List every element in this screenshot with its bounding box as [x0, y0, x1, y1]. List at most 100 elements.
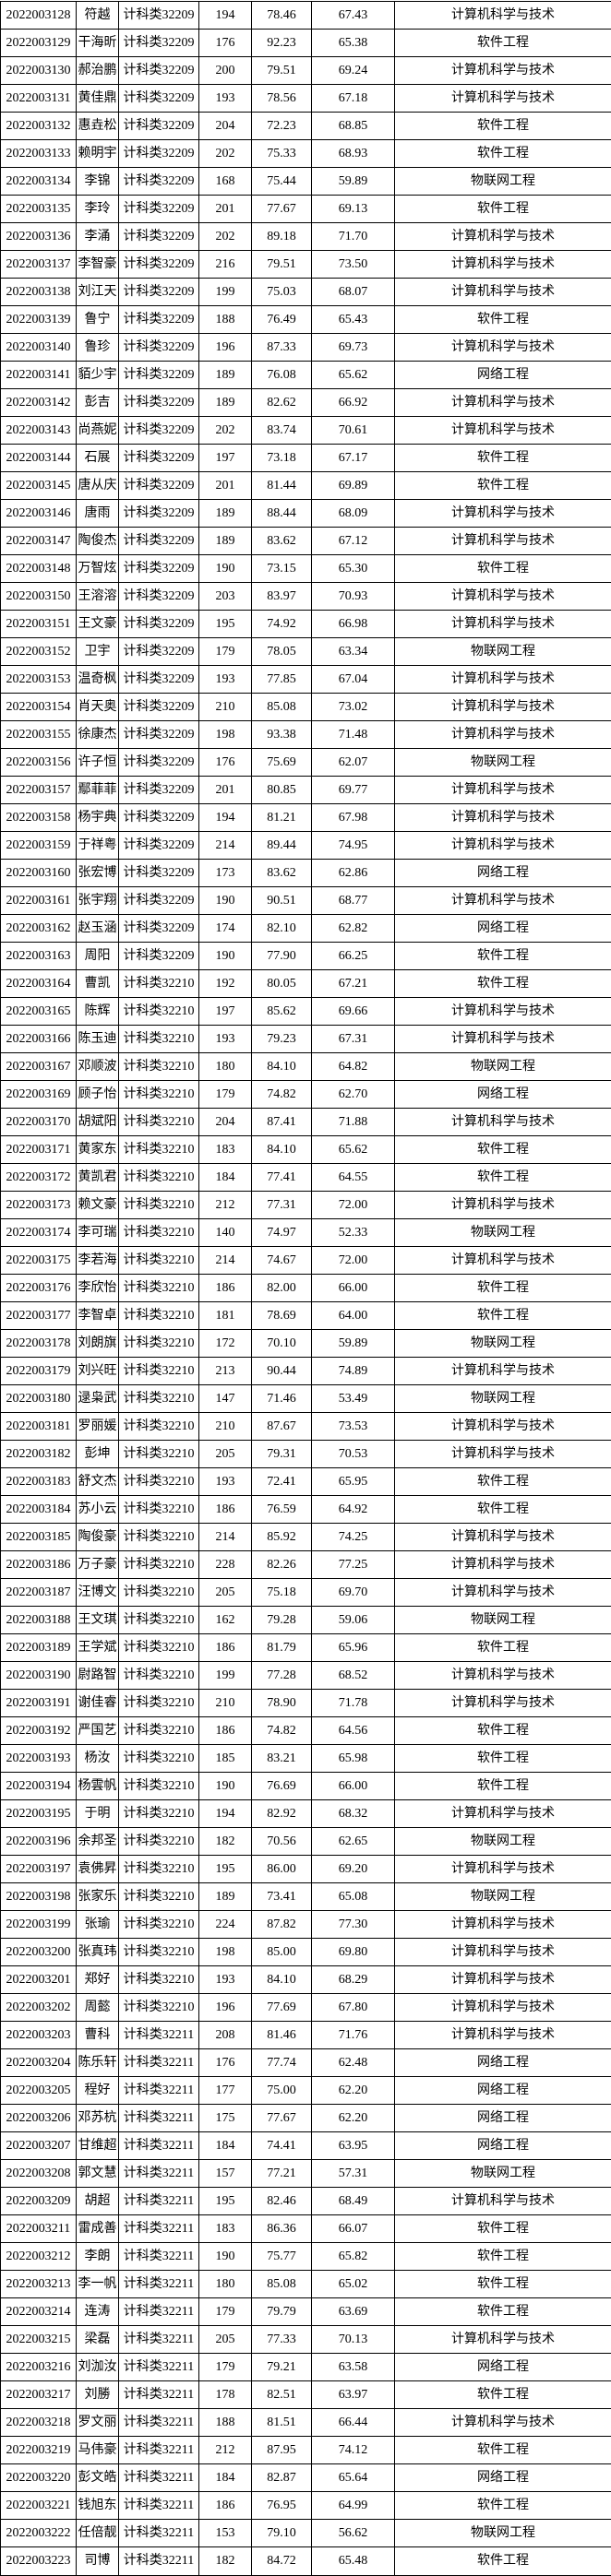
cell-admission-score: 72.00 — [312, 1247, 395, 1275]
cell-student-id: 2022003142 — [1, 389, 77, 417]
cell-student-name: 曹凯 — [77, 970, 119, 998]
cell-admission-score: 68.29 — [312, 1966, 395, 1994]
cell-admission-score: 72.00 — [312, 1192, 395, 1219]
cell-class: 计科类32211 — [119, 2049, 199, 2077]
cell-admission-score: 69.80 — [312, 1939, 395, 1966]
cell-student-name: 刘江天 — [77, 279, 119, 306]
cell-grade-score: 82.46 — [252, 2188, 312, 2215]
cell-class: 计科类32210 — [119, 1579, 199, 1607]
cell-admitted-major: 计算机科学与技术 — [395, 583, 611, 611]
cell-student-name: 李可瑞 — [77, 1219, 119, 1247]
cell-admitted-major: 软件工程 — [395, 1136, 611, 1164]
cell-total-score: 194 — [199, 2, 252, 30]
cell-total-score: 190 — [199, 1773, 252, 1800]
cell-grade-score: 74.97 — [252, 1219, 312, 1247]
cell-total-score: 176 — [199, 2049, 252, 2077]
cell-class: 计科类32210 — [119, 1468, 199, 1496]
cell-total-score: 189 — [199, 362, 252, 389]
cell-grade-score: 79.51 — [252, 57, 312, 85]
cell-admitted-major: 计算机科学与技术 — [395, 1800, 611, 1828]
cell-class: 计科类32210 — [119, 1026, 199, 1053]
cell-student-id: 2022003173 — [1, 1192, 77, 1219]
cell-admitted-major: 计算机科学与技术 — [395, 389, 611, 417]
cell-total-score: 198 — [199, 1939, 252, 1966]
cell-grade-score: 79.28 — [252, 1607, 312, 1634]
cell-student-id: 2022003209 — [1, 2188, 77, 2215]
cell-admitted-major: 计算机科学与技术 — [395, 2188, 611, 2215]
cell-grade-score: 82.10 — [252, 915, 312, 943]
cell-student-name: 陈乐轩 — [77, 2049, 119, 2077]
cell-admitted-major: 软件工程 — [395, 306, 611, 334]
cell-admission-score: 66.98 — [312, 611, 395, 638]
cell-grade-score: 84.72 — [252, 2547, 312, 2576]
cell-class: 计科类32209 — [119, 528, 199, 555]
cell-total-score: 190 — [199, 943, 252, 970]
cell-admission-score: 52.33 — [312, 1219, 395, 1247]
cell-total-score: 214 — [199, 1247, 252, 1275]
cell-student-id: 2022003134 — [1, 168, 77, 196]
cell-student-id: 2022003129 — [1, 30, 77, 57]
cell-admission-score: 64.56 — [312, 1717, 395, 1745]
cell-admitted-major: 软件工程 — [395, 196, 611, 223]
cell-admitted-major: 计算机科学与技术 — [395, 1247, 611, 1275]
cell-admission-score: 70.13 — [312, 2326, 395, 2354]
cell-class: 计科类32210 — [119, 1136, 199, 1164]
cell-grade-score: 74.82 — [252, 1717, 312, 1745]
cell-student-id: 2022003152 — [1, 638, 77, 666]
cell-admitted-major: 计算机科学与技术 — [395, 251, 611, 279]
cell-class: 计科类32211 — [119, 2022, 199, 2049]
cell-admission-score: 74.89 — [312, 1358, 395, 1385]
cell-student-name: 李玲 — [77, 196, 119, 223]
cell-student-name: 胡斌阳 — [77, 1109, 119, 1136]
cell-class: 计科类32210 — [119, 1662, 199, 1690]
cell-grade-score: 79.21 — [252, 2354, 312, 2381]
cell-admission-score: 74.25 — [312, 1524, 395, 1551]
cell-grade-score: 81.51 — [252, 2409, 312, 2437]
cell-class: 计科类32211 — [119, 2271, 199, 2298]
cell-total-score: 172 — [199, 1330, 252, 1358]
cell-student-name: 罗文丽 — [77, 2409, 119, 2437]
cell-grade-score: 85.00 — [252, 1939, 312, 1966]
cell-total-score: 153 — [199, 2520, 252, 2547]
cell-student-id: 2022003148 — [1, 555, 77, 583]
cell-total-score: 198 — [199, 721, 252, 749]
cell-grade-score: 81.79 — [252, 1634, 312, 1662]
cell-student-name: 陈辉 — [77, 998, 119, 1026]
cell-class: 计科类32211 — [119, 2520, 199, 2547]
cell-admitted-major: 物联网工程 — [395, 1053, 611, 1081]
cell-student-id: 2022003186 — [1, 1551, 77, 1579]
cell-admission-score: 65.02 — [312, 2271, 395, 2298]
cell-class: 计科类32209 — [119, 57, 199, 85]
cell-grade-score: 72.23 — [252, 113, 312, 140]
cell-student-id: 2022003128 — [1, 2, 77, 30]
cell-total-score: 204 — [199, 1109, 252, 1136]
cell-class: 计科类32209 — [119, 113, 199, 140]
cell-student-id: 2022003147 — [1, 528, 77, 555]
cell-admission-score: 67.31 — [312, 1026, 395, 1053]
cell-grade-score: 78.46 — [252, 2, 312, 30]
cell-class: 计科类32210 — [119, 1717, 199, 1745]
cell-student-id: 2022003160 — [1, 860, 77, 887]
cell-student-name: 杨汝 — [77, 1745, 119, 1773]
